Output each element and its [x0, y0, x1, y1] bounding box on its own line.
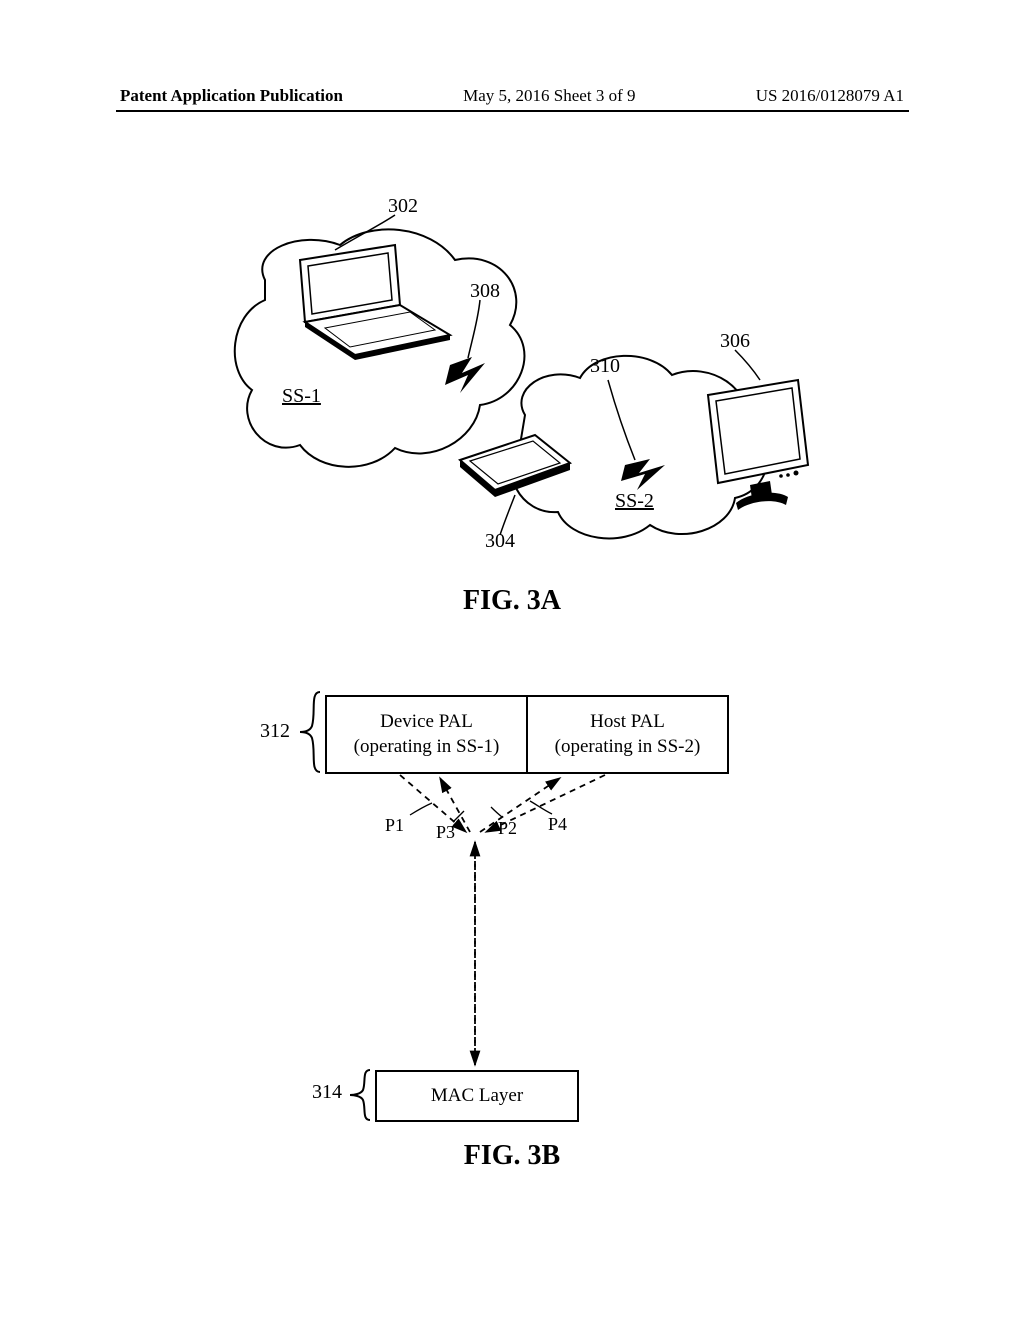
- page-header: Patent Application Publication May 5, 20…: [0, 86, 1024, 106]
- fig-3b-arrows: [0, 770, 1024, 1080]
- p4-label: P4: [548, 814, 567, 835]
- brace-312: [298, 690, 328, 775]
- ref-310: 310: [590, 355, 620, 378]
- ref-302: 302: [388, 195, 418, 218]
- diagram-area: 302 308 310 306 304 SS-1 SS-2 FIG. 3A De…: [0, 190, 1024, 1290]
- host-pal: Host PAL (operating in SS-2): [528, 697, 727, 772]
- ref-304: 304: [485, 530, 515, 553]
- pal-row: Device PAL (operating in SS-1) Host PAL …: [325, 695, 729, 774]
- p2-label: P2: [498, 818, 517, 839]
- p3-label: P3: [436, 822, 455, 843]
- header-divider: [116, 110, 909, 112]
- header-right: US 2016/0128079 A1: [756, 86, 904, 106]
- fig-3a-label: FIG. 3A: [412, 585, 612, 617]
- ref-314: 314: [312, 1081, 342, 1104]
- ref-306: 306: [720, 330, 750, 353]
- header-left: Patent Application Publication: [120, 86, 343, 106]
- ss-2-label: SS-2: [615, 490, 654, 513]
- p1-label: P1: [385, 815, 404, 836]
- header-center: May 5, 2016 Sheet 3 of 9: [463, 86, 635, 106]
- ref-308: 308: [470, 280, 500, 303]
- fig-3b-label: FIG. 3B: [412, 1140, 612, 1172]
- ref-312: 312: [260, 720, 290, 743]
- device-pal: Device PAL (operating in SS-1): [327, 697, 528, 772]
- ss-1-label: SS-1: [282, 385, 321, 408]
